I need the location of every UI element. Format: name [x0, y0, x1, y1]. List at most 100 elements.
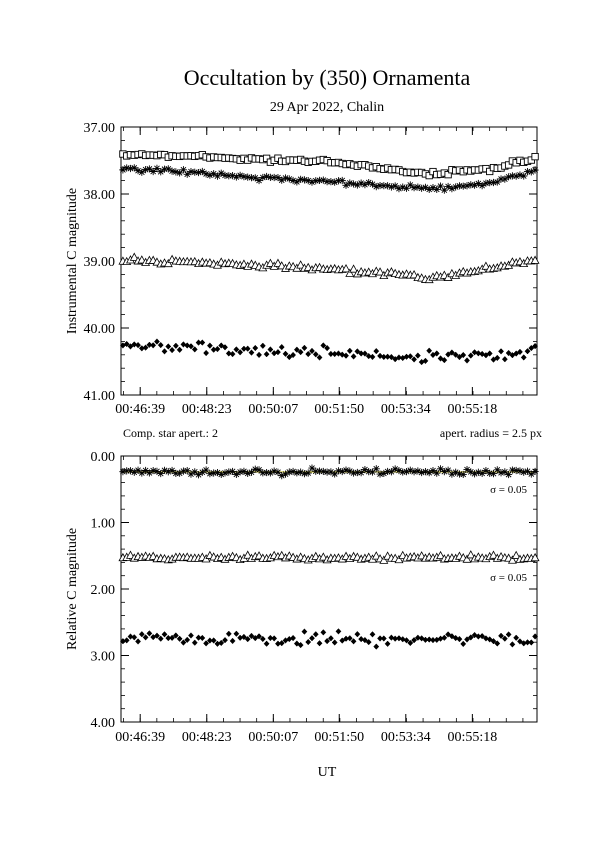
data-point-diamond — [312, 631, 319, 638]
data-point-asterisk — [202, 466, 210, 474]
data-point-asterisk — [486, 179, 494, 187]
data-point-asterisk — [149, 466, 157, 475]
data-point-asterisk — [418, 468, 426, 477]
data-point-asterisk — [531, 166, 539, 174]
data-point-asterisk — [452, 468, 460, 476]
data-point-diamond — [259, 342, 266, 349]
data-point-diamond — [252, 344, 259, 352]
data-point-diamond — [501, 356, 508, 363]
data-point-asterisk — [251, 174, 259, 182]
data-point-diamond — [524, 639, 531, 646]
data-point-asterisk — [342, 466, 350, 474]
comp-star-aperture-note: Comp. star apert.: 2 — [123, 426, 218, 440]
data-point-diamond — [135, 638, 141, 645]
data-point-asterisk — [293, 469, 301, 477]
data-point-asterisk — [368, 180, 377, 188]
data-point-asterisk — [376, 181, 384, 190]
data-point-asterisk — [240, 173, 248, 181]
x-axis-label: UT — [318, 765, 337, 780]
data-point-diamond — [278, 343, 285, 351]
data-point-asterisk — [346, 179, 354, 187]
data-point-asterisk — [512, 466, 520, 475]
data-point-triangle — [466, 550, 476, 559]
data-point-asterisk — [198, 167, 206, 176]
data-point-diamond — [509, 641, 516, 648]
data-point-asterisk — [157, 168, 165, 176]
data-point-triangle — [375, 267, 385, 276]
data-point-asterisk — [297, 468, 305, 476]
data-point-asterisk — [516, 171, 524, 179]
data-point-diamond — [203, 640, 210, 647]
data-point-triangle — [394, 554, 404, 564]
data-point-diamond — [475, 350, 482, 357]
data-point-diamond — [191, 639, 198, 646]
data-point-diamond — [305, 350, 312, 358]
data-point-diamond — [354, 348, 361, 355]
data-point-diamond — [343, 352, 349, 359]
data-point-asterisk — [459, 182, 467, 190]
sigma-label-2: σ = 0.05 — [490, 572, 527, 584]
data-point-asterisk — [232, 470, 240, 478]
data-point-diamond — [180, 341, 187, 348]
data-point-diamond — [505, 631, 512, 638]
data-point-asterisk — [176, 169, 184, 177]
data-point-diamond — [282, 350, 289, 358]
data-point-asterisk — [138, 469, 146, 477]
data-point-diamond — [361, 636, 368, 644]
data-point-diamond — [233, 346, 240, 353]
data-point-asterisk — [357, 468, 365, 477]
data-point-asterisk — [474, 179, 482, 188]
data-point-asterisk — [168, 167, 176, 175]
y-tick-label: 0.00 — [91, 450, 116, 465]
chart-subtitle: 29 Apr 2022, Chalin — [270, 100, 384, 115]
data-point-asterisk — [308, 464, 316, 472]
data-point-diamond — [199, 634, 206, 642]
data-point-diamond — [324, 637, 331, 645]
data-point-asterisk — [236, 171, 244, 179]
data-point-asterisk — [247, 174, 256, 182]
data-point-asterisk — [221, 469, 229, 477]
data-point-diamond — [498, 632, 504, 640]
data-point-asterisk — [429, 184, 437, 192]
data-point-asterisk — [501, 175, 509, 183]
data-point-diamond — [150, 342, 157, 349]
data-point-triangle — [462, 554, 472, 563]
series-open-triangle — [118, 252, 540, 284]
data-point-asterisk — [160, 165, 169, 173]
data-point-diamond — [225, 350, 232, 357]
data-point-asterisk — [440, 468, 448, 476]
data-point-asterisk — [338, 467, 346, 476]
data-point-diamond — [384, 640, 391, 647]
data-point-diamond — [191, 346, 198, 353]
data-point-diamond — [123, 340, 130, 348]
data-point-diamond — [123, 637, 130, 644]
data-point-diamond — [278, 639, 285, 647]
data-point-asterisk — [512, 172, 520, 180]
data-point-asterisk — [493, 466, 501, 474]
data-point-diamond — [244, 635, 251, 643]
data-point-asterisk — [319, 176, 327, 184]
data-point-asterisk — [213, 172, 222, 180]
y-tick-label: 4.00 — [91, 716, 116, 731]
data-point-diamond — [479, 632, 486, 640]
data-point-asterisk — [327, 178, 335, 186]
data-point-diamond — [517, 638, 523, 645]
data-point-asterisk — [176, 469, 184, 477]
data-point-asterisk — [278, 472, 286, 480]
data-point-asterisk — [247, 468, 256, 476]
data-point-asterisk — [440, 186, 448, 194]
data-point-diamond — [414, 352, 421, 359]
data-point-diamond — [290, 351, 297, 359]
data-point-diamond — [316, 640, 323, 647]
data-point-asterisk — [240, 467, 248, 475]
data-point-asterisk — [281, 174, 290, 182]
data-point-asterisk — [380, 182, 388, 190]
data-point-asterisk — [334, 177, 343, 185]
data-point-asterisk — [497, 469, 505, 477]
data-point-diamond — [346, 347, 353, 355]
data-point-asterisk — [145, 165, 153, 173]
data-point-asterisk — [349, 180, 358, 188]
data-point-asterisk — [315, 467, 324, 475]
series-asterisk — [119, 464, 539, 480]
